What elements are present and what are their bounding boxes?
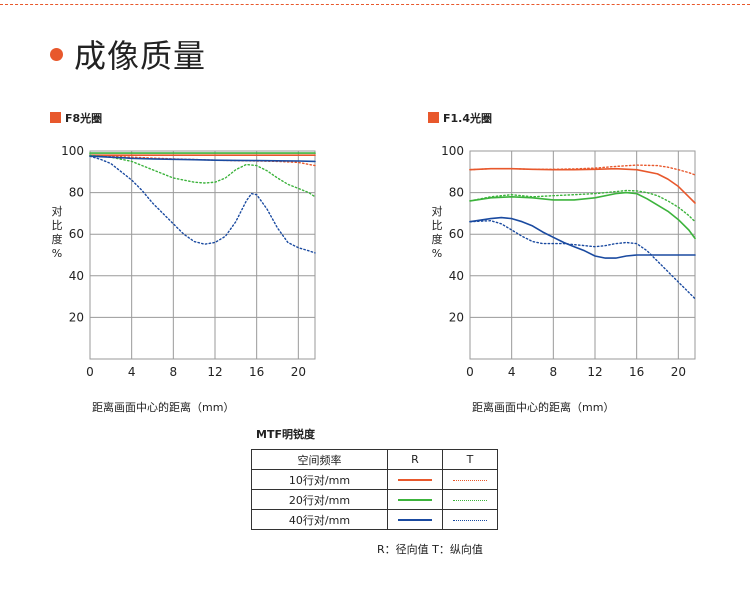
y-tick-label: 100 <box>441 144 464 158</box>
legend-row: 10行对/mm <box>251 469 498 490</box>
series-line <box>469 191 696 240</box>
legend-header-r: R <box>387 449 443 470</box>
legend-title: MTF明锐度 <box>256 428 315 441</box>
chart-1-title: F8光圈 <box>65 112 103 125</box>
x-tick-label: 16 <box>629 365 644 379</box>
series-line <box>89 155 316 163</box>
y-tick-label: 60 <box>449 227 464 241</box>
y-axis-label: 对比度% <box>432 204 443 260</box>
legend-table: 空间频率 R T 10行对/mm 20行对/mm 40行对/mm <box>251 449 498 530</box>
x-tick-label: 0 <box>86 365 94 379</box>
chart-2-label-square <box>428 112 439 123</box>
x-tick-label: 12 <box>207 365 222 379</box>
legend-t-cell <box>442 469 498 490</box>
legend-row-label: 10行对/mm <box>251 469 388 490</box>
x-tick-label: 4 <box>508 365 516 379</box>
x-tick-label: 16 <box>249 365 264 379</box>
mtf-chart-f8: 0 4 8 12 16 20 20 40 60 80 100 对比度% 距离画面中心的距离（mm） <box>52 144 316 414</box>
series-line <box>89 154 316 198</box>
x-axis-label: 距离画面中心的距离（mm） <box>92 400 234 414</box>
chart-2-title: F1.4光圈 <box>443 112 493 125</box>
series-line <box>469 219 696 300</box>
x-tick-label: 8 <box>550 365 558 379</box>
legend-dotted-swatch <box>453 499 487 501</box>
top-divider <box>0 4 750 5</box>
legend-r-cell <box>387 509 443 530</box>
legend-row-label: 20行对/mm <box>251 489 388 510</box>
series-line <box>469 189 696 223</box>
legend-note: R：径向值 T：纵向值 <box>377 543 483 556</box>
legend-t-cell <box>442 489 498 510</box>
chart-2-label: F1.4光圈 <box>428 112 492 126</box>
y-tick-label: 20 <box>69 310 84 324</box>
legend-solid-swatch <box>398 519 432 521</box>
series-line <box>469 164 696 176</box>
y-tick-label: 40 <box>449 269 464 283</box>
legend-row: 20行对/mm <box>251 489 498 510</box>
legend-solid-swatch <box>398 499 432 501</box>
series-line <box>89 155 316 254</box>
legend-t-cell <box>442 509 498 530</box>
legend-header-freq: 空间频率 <box>251 449 388 470</box>
x-tick-label: 4 <box>128 365 136 379</box>
y-tick-label: 60 <box>69 227 84 241</box>
x-tick-label: 20 <box>671 365 686 379</box>
page-title: 成像质量 <box>74 37 207 75</box>
legend-solid-swatch <box>398 479 432 481</box>
legend-r-cell <box>387 469 443 490</box>
legend-dotted-swatch <box>453 479 487 481</box>
plot-frame <box>89 150 316 360</box>
mtf-chart-f1-4: 0 4 8 12 16 20 20 40 60 80 100 对比度% 距离画面中心的距离（mm） <box>432 144 696 414</box>
chart-1-label: F8光圈 <box>50 112 102 126</box>
y-tick-label: 80 <box>449 186 464 200</box>
x-axis-label: 距离画面中心的距离（mm） <box>472 400 614 414</box>
x-tick-label: 0 <box>466 365 474 379</box>
legend-header-t: T <box>442 449 498 470</box>
y-axis-label: 对比度% <box>52 204 63 260</box>
legend-r-cell <box>387 489 443 510</box>
y-tick-label: 100 <box>61 144 84 158</box>
title-bullet <box>50 48 63 61</box>
series-line <box>469 216 696 259</box>
x-tick-label: 20 <box>291 365 306 379</box>
y-tick-label: 20 <box>449 310 464 324</box>
legend-header-row: 空间频率 R T <box>251 449 498 470</box>
chart-1-label-square <box>50 112 61 123</box>
legend-row-label: 40行对/mm <box>251 509 388 530</box>
legend-dotted-swatch <box>453 519 487 521</box>
y-tick-label: 40 <box>69 269 84 283</box>
x-tick-label: 12 <box>587 365 602 379</box>
legend-row: 40行对/mm <box>251 509 498 530</box>
x-tick-label: 8 <box>170 365 178 379</box>
y-tick-label: 80 <box>69 186 84 200</box>
